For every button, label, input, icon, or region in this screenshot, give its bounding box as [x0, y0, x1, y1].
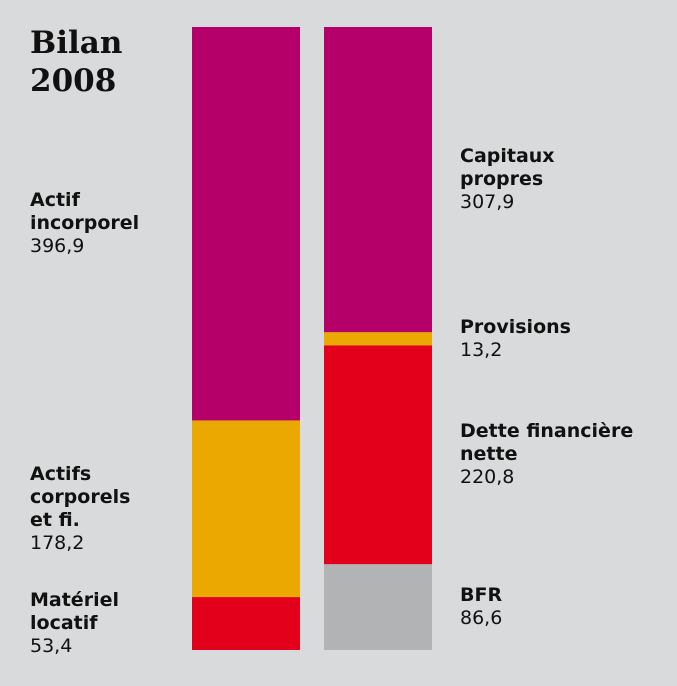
bar-segment: [192, 420, 300, 598]
segment-value: 86,6: [460, 607, 503, 630]
segment-label: Capitaux propres 307,9: [460, 145, 590, 214]
segment-name: BFR: [460, 584, 503, 607]
segment-name: Actif incorporel: [30, 189, 140, 235]
bar-segment: [192, 597, 300, 650]
bar-segment: [324, 332, 432, 346]
segment-label: Provisions 13,2: [460, 316, 620, 362]
segment-value: 178,2: [30, 531, 85, 554]
bar-segment: [324, 27, 432, 333]
segment-label: Actifs corporels et fi. 178,2: [30, 463, 150, 555]
chart-title: Bilan 2008: [30, 25, 123, 99]
segment-label: Dette financière nette 220,8: [460, 420, 665, 489]
segment-name: Provisions: [460, 315, 571, 338]
segment-label: Actif incorporel 396,9: [30, 189, 180, 258]
segment-name: Capitaux propres: [460, 145, 555, 191]
segment-label: Matériel locatif 53,4: [30, 589, 150, 658]
segment-name: Matériel locatif: [30, 589, 119, 635]
bar-segment: [192, 27, 300, 421]
segment-value: 53,4: [30, 635, 73, 658]
segment-value: 396,9: [30, 235, 85, 258]
segment-value: 220,8: [460, 466, 515, 489]
bar-segment: [324, 564, 432, 650]
bar-segment: [324, 345, 432, 565]
segment-name: Dette financière nette: [460, 420, 634, 466]
segment-label: BFR 86,6: [460, 584, 620, 630]
segment-value: 13,2: [460, 338, 503, 361]
segment-name: Actifs corporels et fi.: [30, 462, 131, 531]
segment-value: 307,9: [460, 191, 515, 214]
